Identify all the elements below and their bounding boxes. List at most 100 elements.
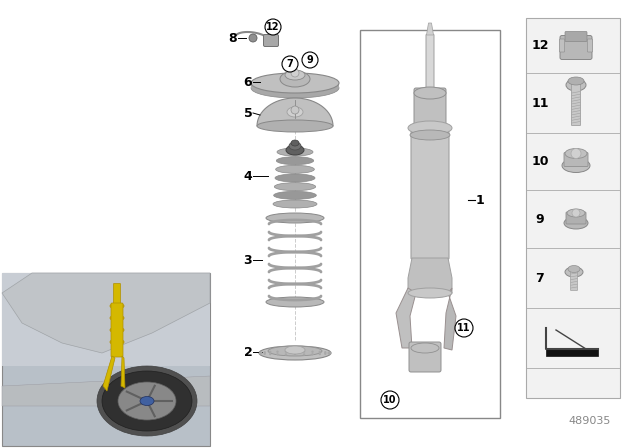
- Ellipse shape: [140, 396, 154, 405]
- Text: 7: 7: [536, 271, 545, 284]
- Text: 7: 7: [287, 59, 293, 69]
- Circle shape: [291, 69, 299, 77]
- FancyBboxPatch shape: [264, 34, 278, 47]
- Text: 5: 5: [244, 107, 252, 120]
- Text: 12: 12: [531, 39, 548, 52]
- Circle shape: [324, 351, 326, 353]
- FancyBboxPatch shape: [564, 152, 588, 167]
- Circle shape: [291, 106, 299, 114]
- Ellipse shape: [287, 107, 303, 117]
- Polygon shape: [408, 258, 452, 293]
- Ellipse shape: [110, 315, 124, 321]
- Circle shape: [276, 353, 278, 356]
- FancyBboxPatch shape: [409, 342, 441, 372]
- FancyBboxPatch shape: [411, 132, 449, 259]
- Ellipse shape: [251, 78, 339, 98]
- Ellipse shape: [102, 371, 192, 431]
- Ellipse shape: [276, 157, 314, 165]
- Ellipse shape: [410, 130, 450, 140]
- FancyBboxPatch shape: [414, 88, 446, 130]
- Circle shape: [324, 353, 326, 355]
- Ellipse shape: [408, 288, 452, 298]
- FancyBboxPatch shape: [570, 270, 577, 290]
- Ellipse shape: [564, 217, 588, 229]
- Ellipse shape: [565, 267, 583, 277]
- Ellipse shape: [285, 346, 305, 354]
- Ellipse shape: [565, 148, 587, 159]
- Ellipse shape: [110, 339, 124, 345]
- Polygon shape: [103, 356, 115, 391]
- FancyBboxPatch shape: [2, 273, 210, 366]
- Text: 11: 11: [531, 96, 548, 109]
- FancyBboxPatch shape: [560, 35, 592, 60]
- FancyBboxPatch shape: [426, 34, 434, 94]
- Text: 1: 1: [476, 194, 484, 207]
- Circle shape: [294, 353, 296, 356]
- FancyBboxPatch shape: [546, 349, 598, 356]
- Circle shape: [285, 350, 287, 353]
- Ellipse shape: [285, 70, 305, 80]
- Circle shape: [571, 148, 581, 159]
- Ellipse shape: [411, 343, 439, 353]
- Ellipse shape: [275, 183, 316, 191]
- Text: 9: 9: [536, 212, 544, 225]
- Text: 2: 2: [244, 345, 252, 358]
- Ellipse shape: [414, 87, 446, 99]
- Ellipse shape: [280, 71, 310, 87]
- Circle shape: [260, 351, 262, 354]
- FancyBboxPatch shape: [565, 31, 587, 42]
- Text: 6: 6: [244, 76, 252, 89]
- Circle shape: [294, 350, 296, 353]
- Polygon shape: [426, 23, 433, 35]
- Circle shape: [265, 19, 281, 35]
- Text: 9: 9: [307, 55, 314, 65]
- Circle shape: [311, 353, 314, 356]
- Circle shape: [303, 350, 305, 353]
- Circle shape: [269, 353, 271, 355]
- FancyBboxPatch shape: [111, 303, 123, 357]
- FancyBboxPatch shape: [588, 39, 593, 52]
- Polygon shape: [257, 98, 333, 126]
- Ellipse shape: [562, 159, 590, 172]
- Ellipse shape: [273, 200, 317, 208]
- Ellipse shape: [251, 73, 339, 93]
- Ellipse shape: [568, 77, 584, 85]
- Circle shape: [260, 352, 262, 354]
- FancyBboxPatch shape: [559, 39, 564, 52]
- Circle shape: [319, 353, 321, 355]
- Ellipse shape: [567, 209, 585, 217]
- Polygon shape: [2, 376, 210, 406]
- Polygon shape: [396, 288, 416, 348]
- Circle shape: [329, 352, 332, 354]
- Ellipse shape: [291, 140, 299, 146]
- FancyBboxPatch shape: [2, 273, 210, 446]
- Polygon shape: [444, 288, 456, 350]
- Ellipse shape: [266, 213, 324, 223]
- Ellipse shape: [97, 366, 197, 436]
- Text: 489035: 489035: [569, 416, 611, 426]
- Circle shape: [328, 352, 330, 354]
- Text: 4: 4: [244, 169, 252, 182]
- Circle shape: [455, 319, 473, 337]
- Text: 12: 12: [266, 22, 280, 32]
- Circle shape: [285, 353, 287, 356]
- Ellipse shape: [268, 346, 322, 356]
- Polygon shape: [121, 356, 125, 388]
- Ellipse shape: [566, 79, 586, 91]
- Text: 10: 10: [383, 395, 397, 405]
- Circle shape: [249, 34, 257, 42]
- Text: 11: 11: [457, 323, 471, 333]
- Ellipse shape: [118, 382, 176, 420]
- Polygon shape: [2, 273, 210, 353]
- Ellipse shape: [274, 191, 316, 199]
- Ellipse shape: [408, 121, 452, 135]
- Ellipse shape: [257, 120, 333, 132]
- Circle shape: [259, 352, 261, 354]
- Circle shape: [319, 351, 321, 353]
- Circle shape: [264, 351, 266, 353]
- FancyBboxPatch shape: [572, 82, 580, 125]
- Text: 3: 3: [244, 254, 252, 267]
- Circle shape: [282, 56, 298, 72]
- Circle shape: [328, 351, 330, 354]
- Circle shape: [311, 350, 314, 353]
